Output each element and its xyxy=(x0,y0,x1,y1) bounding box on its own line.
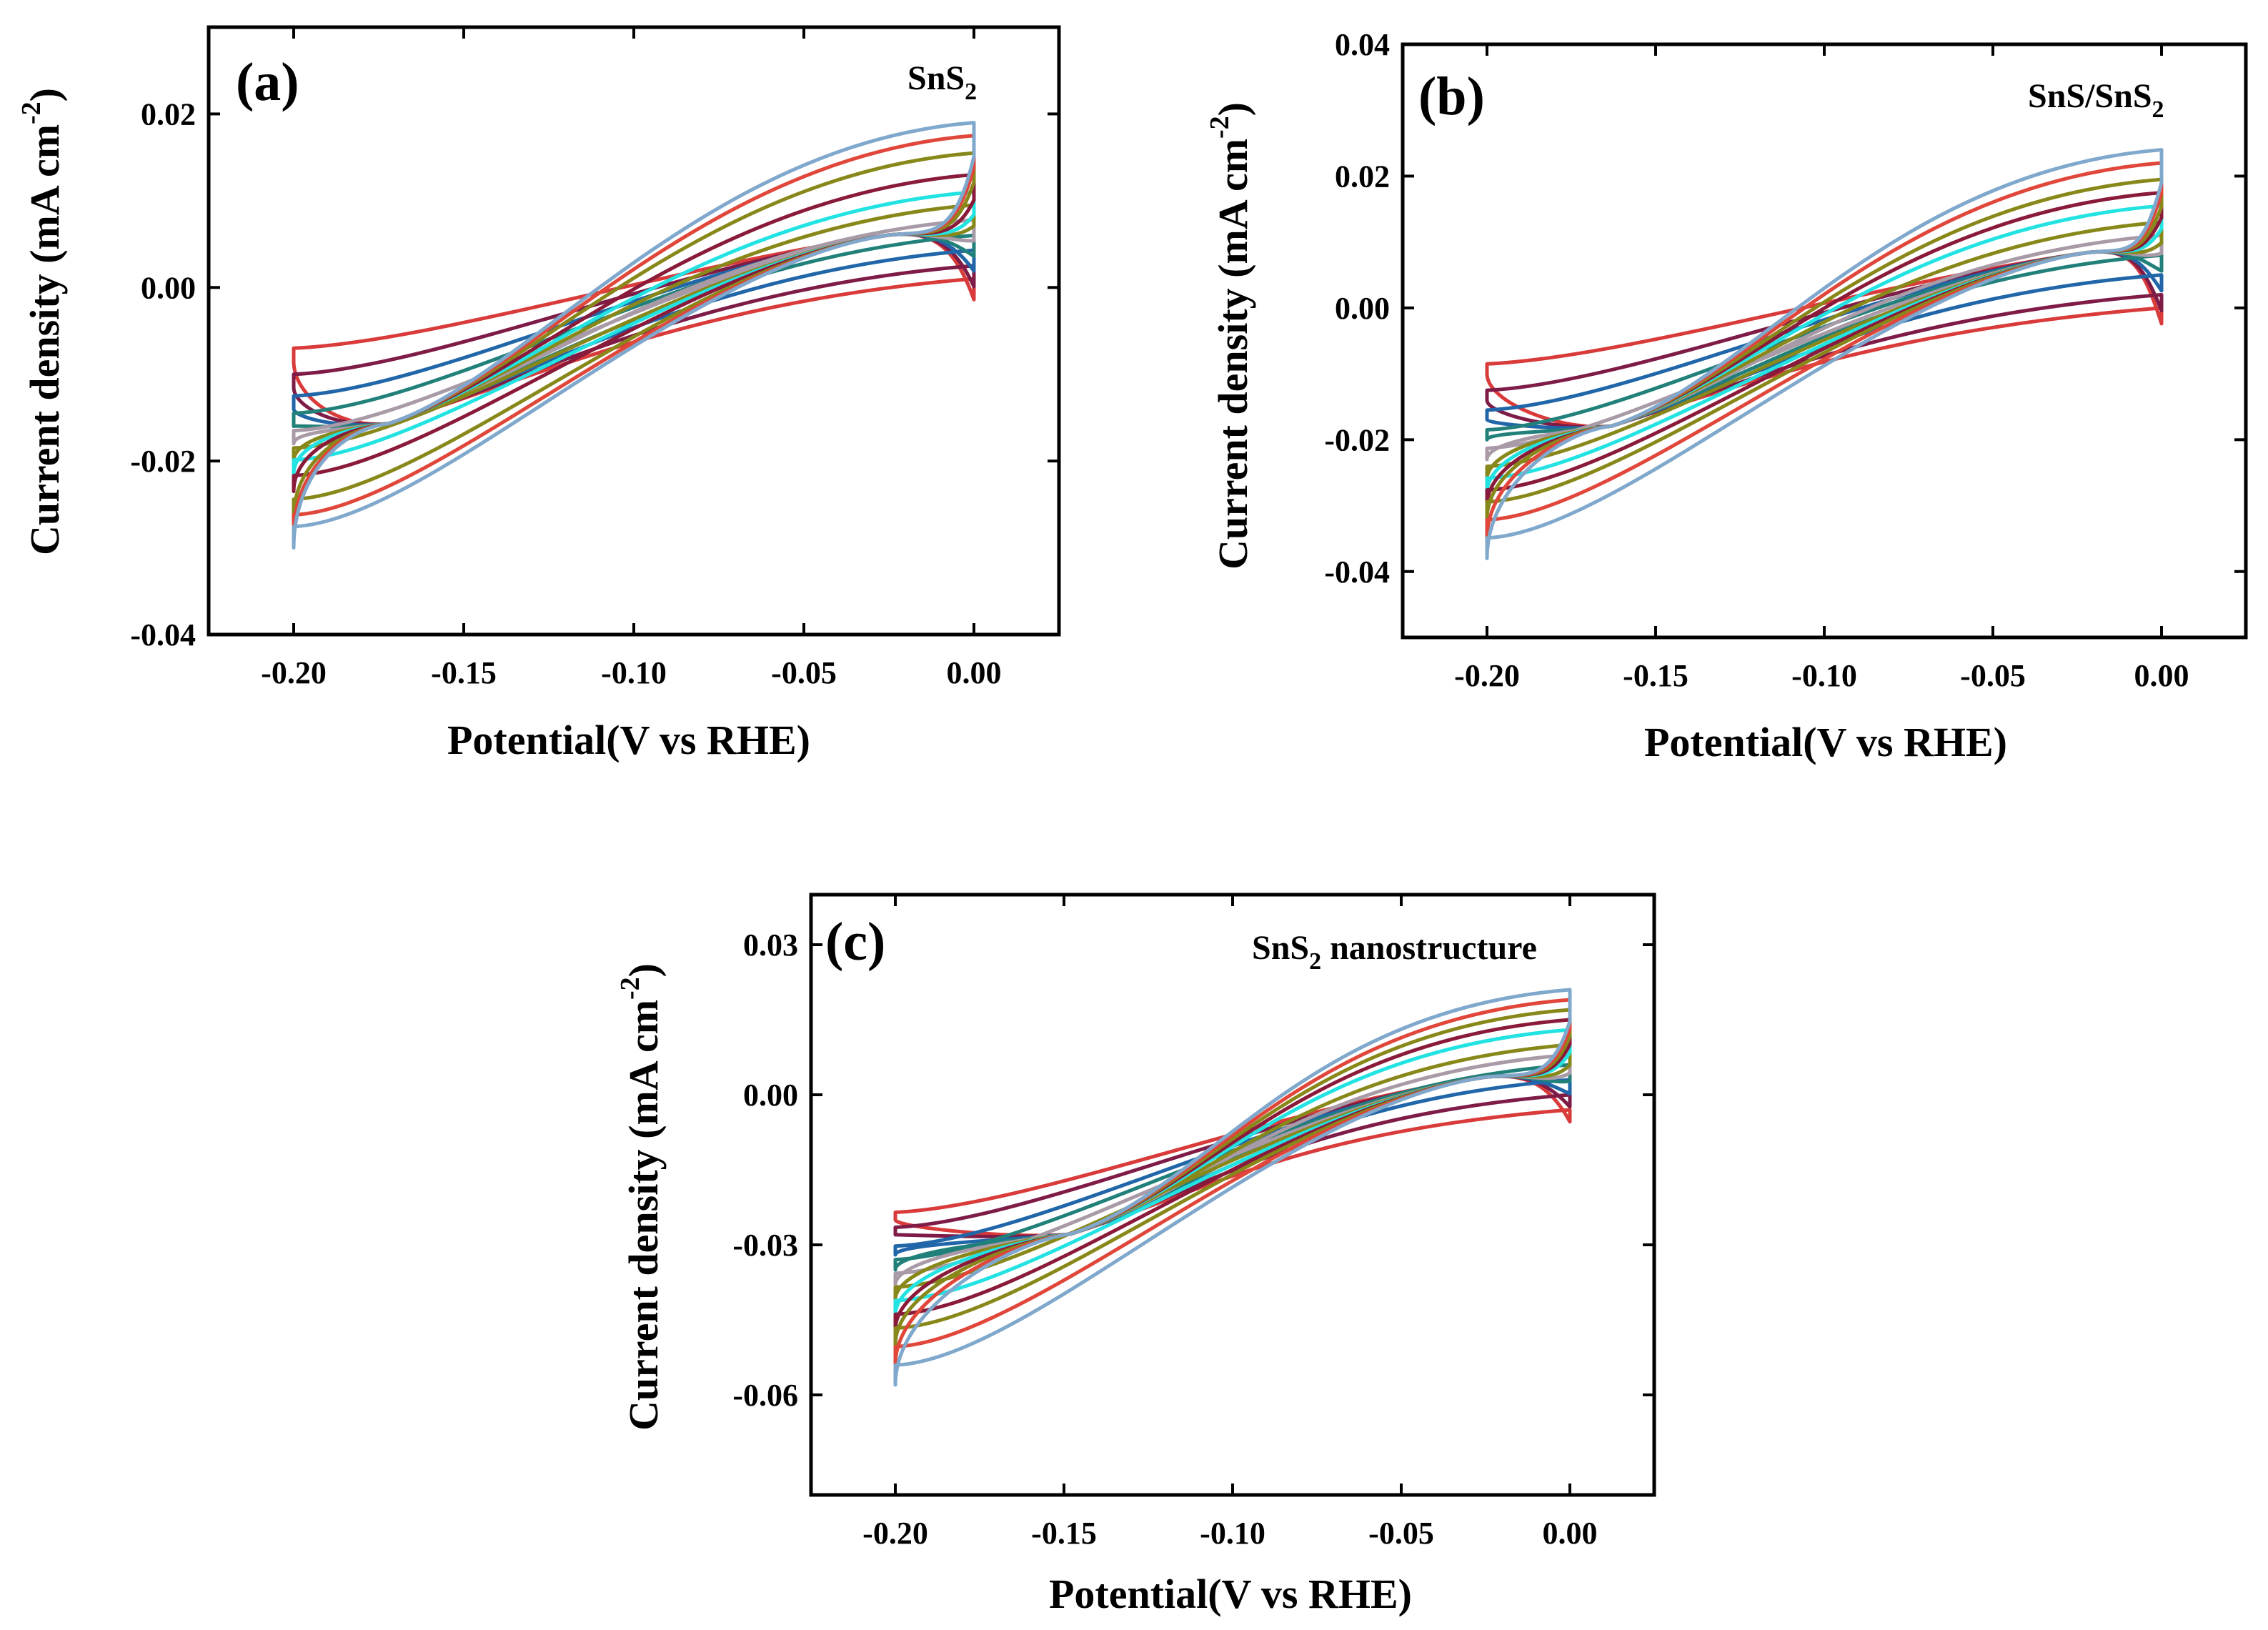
panel-c-sample-rest: nanostructure xyxy=(1321,929,1537,967)
panel-b-y-axis-sup: -2 xyxy=(1205,116,1235,139)
panel-a-y-axis-title: Current density (mA cm-2) xyxy=(16,88,68,555)
panel-b-y-tick-label: -0.04 xyxy=(1324,555,1390,590)
panel-a-sample-sub: 2 xyxy=(965,79,977,105)
panel-b-sample-label: SnS/SnS2 xyxy=(2028,77,2164,123)
panel-b-x-tick-label: 0.00 xyxy=(2134,658,2189,693)
panel-c-cv-loop-11 xyxy=(893,988,1572,1387)
panel-c-y-axis-title: Current density (mA cm-2) xyxy=(615,963,667,1431)
panel-a-x-tick-label: -0.20 xyxy=(261,655,327,690)
panel-c-y-tick-label: -0.06 xyxy=(732,1378,798,1413)
panel-a-y-axis-sup: -2 xyxy=(16,101,46,124)
panel-a-label: (a) xyxy=(236,52,299,112)
panel-c-y-tick-label: -0.03 xyxy=(732,1228,798,1263)
panel-b-x-tick-label: -0.15 xyxy=(1623,658,1688,693)
panel-a-cv-loop-11 xyxy=(292,121,976,550)
panel-a-y-tick-label: 0.02 xyxy=(141,96,196,131)
panel-a-x-tick-label: -0.05 xyxy=(771,655,837,690)
panel-b-x-axis-title: Potential(V vs RHE) xyxy=(1644,719,2007,765)
panel-c-x-axis-title: Potential(V vs RHE) xyxy=(1049,1571,1412,1617)
panel-b-x-tick-label: -0.05 xyxy=(1960,658,2026,693)
panel-b-y-tick-label: 0.04 xyxy=(1335,27,1390,62)
panel-c-y-tick-label: 0.03 xyxy=(743,928,798,963)
panel-a-y-axis-close: ) xyxy=(21,88,68,101)
panel-a-sample-label: SnS2 xyxy=(907,59,977,105)
panel-c-x-tick-label: -0.10 xyxy=(1200,1516,1265,1551)
panel-a-y-tick-label: 0.00 xyxy=(141,270,196,305)
panel-c-x-tick-label: -0.05 xyxy=(1368,1516,1434,1551)
panel-b-y-tick-label: 0.00 xyxy=(1335,291,1390,326)
panel-c-x-tick-label: -0.15 xyxy=(1031,1516,1097,1551)
panel-c-plot-area: -0.20 -0.15 -0.10 -0.05 0.00 -0.06 -0.03 0.00 0.… xyxy=(732,893,1656,1551)
panel-b-label: (b) xyxy=(1418,66,1485,126)
panel-b-plot-area: -0.20 -0.15 -0.10 -0.05 0.00 -0.04 -0.02 0.00 0.… xyxy=(1324,27,2248,693)
panel-a-y-tick-label: -0.02 xyxy=(130,444,196,479)
panel-b-x-tick-label: -0.10 xyxy=(1791,658,1857,693)
panel-b-sample-main: SnS/SnS xyxy=(2028,77,2152,115)
panel-c-sample-label: SnS2 nanostructure xyxy=(1252,929,1537,975)
panel-c-y-tick-label: 0.00 xyxy=(743,1078,798,1113)
panel-a-y-tick-label: -0.04 xyxy=(130,617,196,652)
panel-a-x-axis-title: Potential(V vs RHE) xyxy=(447,717,810,763)
panel-b-y-tick-label: 0.02 xyxy=(1335,159,1390,194)
panel-b-y-axis-main: Current density (mA cm xyxy=(1210,139,1256,570)
panel-b: -0.20 -0.15 -0.10 -0.05 0.00 -0.04 -0.02 0.00 0.… xyxy=(1205,27,2248,765)
panel-b-y-tick-label: -0.02 xyxy=(1324,422,1390,457)
panel-a-sample-main: SnS xyxy=(907,59,965,97)
panel-b-x-tick-label: -0.20 xyxy=(1454,658,1520,693)
panel-c-sample-main: SnS xyxy=(1252,929,1309,967)
panel-c-y-axis-main: Current density (mA cm xyxy=(620,1000,667,1431)
panel-c-x-tick-label: -0.20 xyxy=(862,1516,928,1551)
panel-a-y-axis-main: Current density (mA cm xyxy=(21,124,68,555)
panel-a-x-tick-label: -0.15 xyxy=(431,655,497,690)
panel-a-x-tick-label: 0.00 xyxy=(947,655,1002,690)
panel-c-y-axis-sup: -2 xyxy=(615,977,645,1000)
panel-c-x-tick-label: 0.00 xyxy=(1543,1516,1598,1551)
panel-b-y-axis-close: ) xyxy=(1210,102,1256,116)
panel-b-y-axis-title: Current density (mA cm-2) xyxy=(1205,102,1256,570)
panel-c-sample-sub: 2 xyxy=(1309,948,1321,975)
panel-a: -0.20 -0.15 -0.10 -0.05 0.00 -0.04 -0.02 0.00 0.… xyxy=(16,25,1061,763)
panel-c: -0.20 -0.15 -0.10 -0.05 0.00 -0.06 -0.03 0.00 0.… xyxy=(615,893,1656,1617)
panel-c-y-axis-close: ) xyxy=(620,963,667,977)
panel-c-label: (c) xyxy=(825,912,885,972)
panel-a-plot-area: -0.20 -0.15 -0.10 -0.05 0.00 -0.04 -0.02 0.00 0.… xyxy=(130,25,1061,690)
panel-b-cv-loop-11 xyxy=(1485,148,2164,560)
panel-b-sample-sub: 2 xyxy=(2152,96,2164,123)
panel-a-x-tick-label: -0.10 xyxy=(601,655,667,690)
